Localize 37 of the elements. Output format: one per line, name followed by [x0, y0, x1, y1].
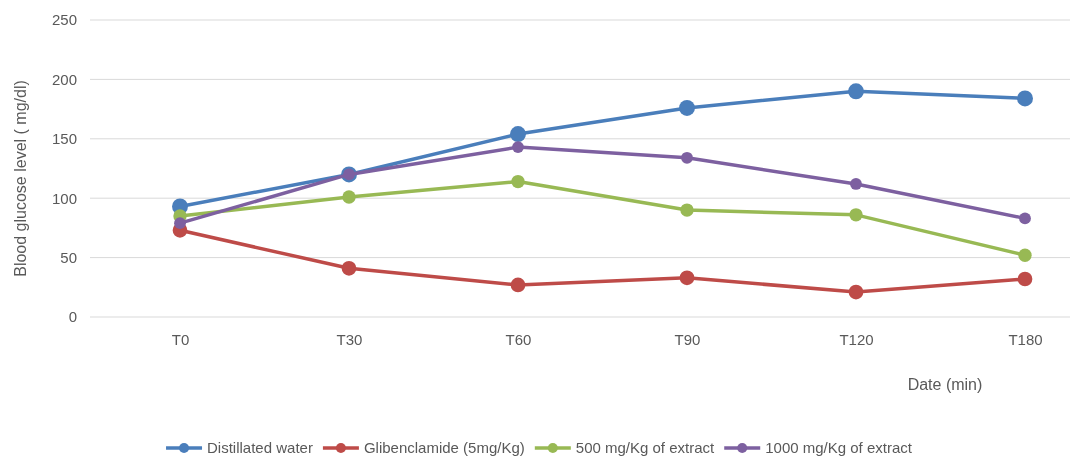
x-tick-label: T30	[336, 331, 363, 348]
point	[512, 141, 524, 154]
point	[342, 190, 356, 204]
point	[510, 277, 526, 293]
point	[848, 284, 864, 300]
y-tick-label: 50	[60, 248, 77, 266]
point	[680, 203, 694, 217]
x-tick-label: T120	[839, 331, 874, 348]
point	[511, 174, 525, 189]
y-axis-title: Blood glucose level ( mg/dl)	[12, 80, 29, 277]
point	[174, 217, 186, 230]
point	[848, 83, 864, 100]
point	[341, 260, 357, 276]
y-tick-label: 0	[68, 308, 77, 326]
y-tick-label: 250	[51, 11, 77, 29]
legend-label: Glibenclamide (5mg/Kg)	[363, 439, 525, 457]
legend-label: 1000 mg/Kg of extract	[765, 439, 913, 457]
point	[1017, 271, 1033, 287]
point	[1019, 212, 1031, 225]
point	[850, 178, 862, 190]
y-tick-label: 200	[51, 70, 77, 88]
x-tick-label: T0	[171, 331, 190, 348]
point	[679, 270, 695, 286]
point	[1018, 248, 1032, 262]
x-axis-title: Date (min)	[907, 376, 983, 393]
legend-label: Distillated water	[207, 439, 313, 457]
point	[681, 151, 693, 164]
point	[849, 208, 863, 222]
x-tick-label: T90	[674, 331, 701, 348]
point	[1017, 90, 1033, 107]
y-tick-label: 150	[51, 130, 77, 148]
x-tick-label: T180	[1008, 331, 1043, 348]
point	[679, 99, 695, 116]
y-tick-label: 100	[51, 189, 77, 207]
point	[510, 126, 526, 143]
legend-label: 500 mg/Kg of extract	[575, 439, 716, 457]
x-tick-label: T60	[505, 331, 532, 348]
